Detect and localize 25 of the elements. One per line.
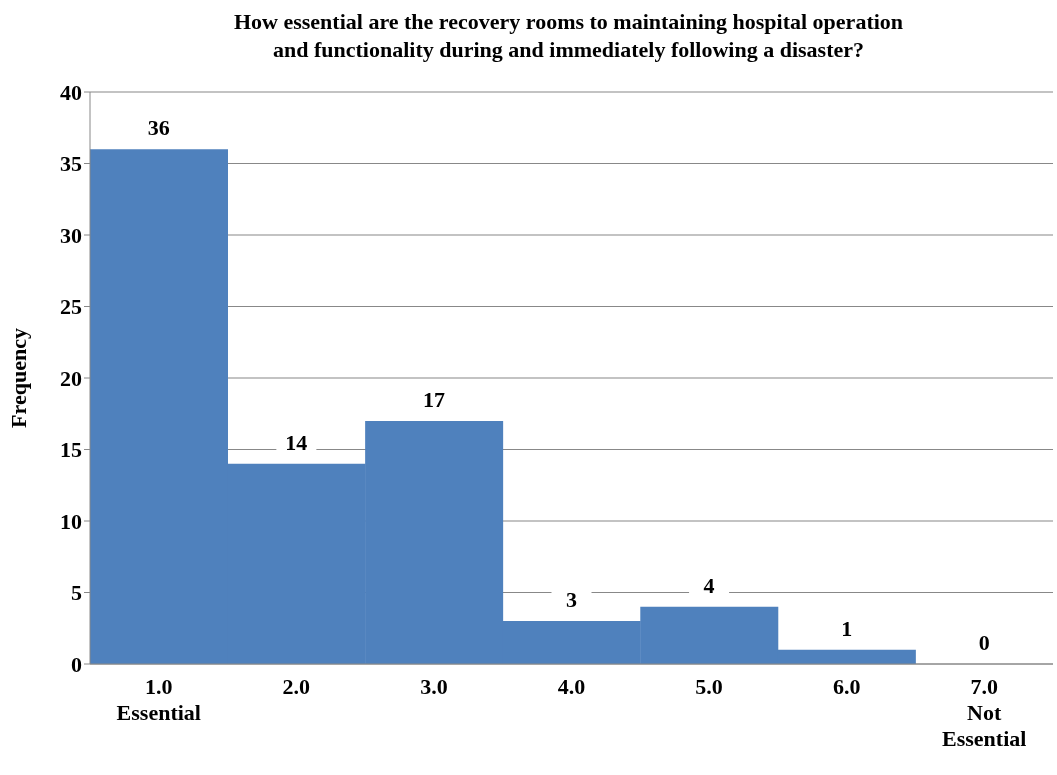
x-tick-label: 2.0 [282,674,311,699]
data-label: 17 [422,386,445,412]
y-tick-label: 20 [60,365,82,391]
y-tick-label: 5 [71,580,82,606]
y-tick-label: 0 [71,651,82,677]
x-tick-label: 7.0 Not Essential [942,674,1027,751]
y-tick-label: 35 [60,151,82,177]
x-tick-label: 4.0 [557,674,586,699]
y-tick-label: 40 [60,79,82,105]
y-axis-title: Frequency [5,328,31,428]
chart-title: How essential are the recovery rooms to maintaining hospital operation and functionality during and immediately following a disaster? [232,8,905,64]
y-tick-label: 25 [60,294,82,320]
x-tick-label: 3.0 [420,674,448,699]
data-label: 1 [841,615,853,641]
data-label: 14 [285,429,308,455]
data-label: 0 [978,630,990,655]
x-tick-label: 5.0 [695,674,723,699]
data-label: 36 [147,115,170,141]
data-label: 3 [566,587,577,613]
x-tick-label: 6.0 [832,674,861,699]
x-tick-label: 1.0 Essential [116,674,201,725]
y-tick-label: 30 [60,222,82,248]
y-tick-label: 10 [60,508,82,534]
y-tick-label: 15 [60,437,82,463]
data-label: 4 [703,572,715,598]
